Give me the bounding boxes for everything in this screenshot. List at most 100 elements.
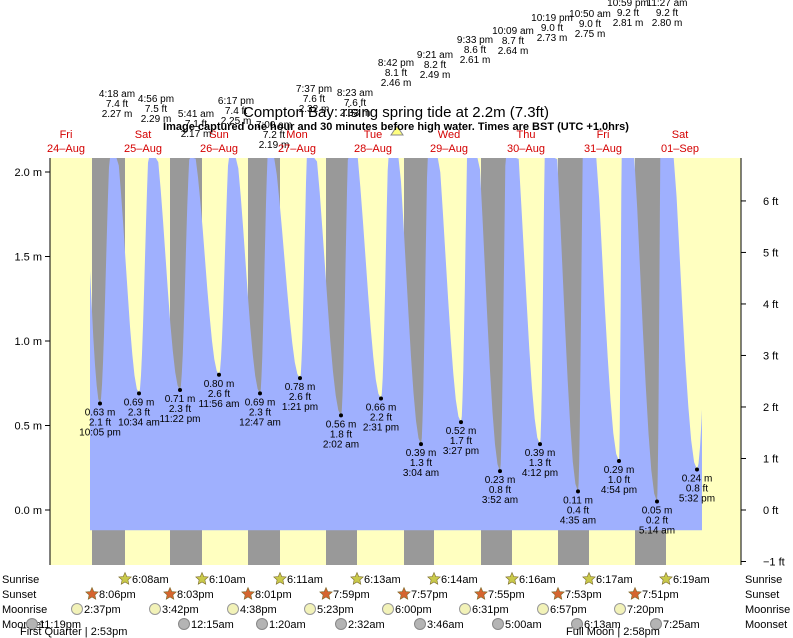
sunrise-icon xyxy=(659,571,673,585)
low-tide-point xyxy=(459,420,463,425)
low-tide-m: 0.24 m xyxy=(682,473,713,484)
moonset-time: 5:00am xyxy=(505,619,542,631)
low-tide-ft: 2.3 ft xyxy=(128,407,150,418)
low-tide-point xyxy=(298,376,302,381)
moonset-icon xyxy=(335,618,347,630)
moonrise-icon xyxy=(614,603,626,615)
low-tide-point xyxy=(617,458,621,463)
low-tide-m: 0.11 m xyxy=(563,495,593,506)
row-label-right: Sunrise xyxy=(745,574,782,586)
sunset-time: 7:53pm xyxy=(565,589,602,601)
sunrise-icon xyxy=(350,571,364,585)
low-tide-m: 0.69 m xyxy=(124,397,155,408)
sunrise-icon xyxy=(195,571,209,585)
low-tide-ft: 0.2 ft xyxy=(646,516,668,527)
moonrise-icon xyxy=(537,603,549,615)
low-tide-time: 3:04 am xyxy=(403,468,439,479)
high-tide-m: 2.46 m xyxy=(381,78,412,89)
right-tick-label: 5 ft xyxy=(763,247,778,259)
day-label-date: 30–Aug xyxy=(507,143,545,155)
right-tick-label: 0 ft xyxy=(763,505,778,517)
sunrise-icon xyxy=(118,571,132,585)
day-label-date: 29–Aug xyxy=(430,143,468,155)
moonrise-time: 4:38pm xyxy=(240,604,277,616)
high-tide-time: 10:59 pm xyxy=(607,0,649,9)
moonrise-icon xyxy=(149,603,161,615)
row-label-left: Moonrise xyxy=(2,604,47,616)
low-tide-m: 0.23 m xyxy=(485,475,516,486)
high-tide-m: 2.64 m xyxy=(498,46,529,57)
high-tide-time: 10:09 am xyxy=(492,26,534,37)
low-tide-ft: 1.8 ft xyxy=(330,429,352,440)
high-tide-m: 2.25 m xyxy=(221,116,252,127)
row-label-right: Moonset xyxy=(745,619,787,631)
low-tide-point xyxy=(576,489,580,494)
moonrise-icon xyxy=(227,603,239,615)
low-tide-point xyxy=(695,467,699,472)
moonset-time: 1:20am xyxy=(269,619,306,631)
day-label-dow: Sat xyxy=(672,129,689,141)
high-tide-ft: 7.6 ft xyxy=(344,98,366,109)
low-tide-point xyxy=(538,442,542,447)
low-tide-m: 0.63 m xyxy=(85,408,116,419)
high-tide-time: 11:27 am xyxy=(647,0,688,9)
day-label-dow: Wed xyxy=(438,129,460,141)
high-tide-m: 2.73 m xyxy=(537,33,568,44)
sunset-time: 8:06pm xyxy=(99,589,136,601)
high-tide-ft: 8.6 ft xyxy=(464,45,486,56)
high-tide-labels: 4:18 am7.4 ft2.27 m4:56 pm7.5 ft2.29 m 5:… xyxy=(99,0,688,151)
low-tide-point xyxy=(98,401,102,406)
right-tick-label: 2 ft xyxy=(763,402,778,414)
low-tide-time: 2:02 am xyxy=(323,439,359,450)
high-tide-ft: 9.2 ft xyxy=(656,8,678,19)
sunset-icon xyxy=(85,586,99,600)
sunrise-time: 6:14am xyxy=(441,574,478,586)
sunset-icon xyxy=(628,586,642,600)
high-tide-time: 5:41 am xyxy=(178,109,214,120)
day-label-dow: Sun xyxy=(209,129,229,141)
sunrise-time: 6:10am xyxy=(209,574,246,586)
sunrise-icon xyxy=(273,571,287,585)
high-tide-ft: 7.4 ft xyxy=(225,106,247,117)
sunrise-icon xyxy=(582,571,596,585)
sunrise-time: 6:19am xyxy=(673,574,710,586)
high-tide-time: 10:50 am xyxy=(569,9,611,20)
sunrise-time: 6:11am xyxy=(287,574,323,586)
high-tide-time: 4:18 am xyxy=(99,89,135,100)
low-tide-ft: 0.8 ft xyxy=(489,485,511,496)
low-tide-m: 0.66 m xyxy=(366,402,397,413)
moonrise-icon xyxy=(382,603,394,615)
moonrise-time: 6:00pm xyxy=(395,604,432,616)
moonrise-time: 7:20pm xyxy=(627,604,664,616)
low-tide-ft: 0.8 ft xyxy=(686,483,708,494)
low-tide-point xyxy=(498,469,502,474)
low-tide-point xyxy=(258,391,262,396)
low-tide-ft: 2.6 ft xyxy=(208,389,230,400)
day-label-dow: Fri xyxy=(60,129,73,141)
sunrise-time: 6:13am xyxy=(364,574,401,586)
low-tide-point xyxy=(379,396,383,401)
low-tide-m: 0.71 m xyxy=(165,394,196,405)
low-tide-time: 3:52 am xyxy=(482,495,518,506)
high-tide-time: 8:23 am xyxy=(337,88,373,99)
low-tide-m: 0.78 m xyxy=(285,382,316,393)
moonset-icon xyxy=(26,618,38,630)
high-tide-m: 2.49 m xyxy=(420,70,451,81)
high-tide-time: 7:37 pm xyxy=(296,84,332,95)
sunrise-time: 6:17am xyxy=(596,574,633,586)
low-tide-time: 5:32 pm xyxy=(679,493,715,504)
right-tick-label: 1 ft xyxy=(763,453,778,465)
moonset-icon xyxy=(178,618,190,630)
low-tide-point xyxy=(655,499,659,504)
low-tide-ft: 2.1 ft xyxy=(89,418,111,429)
low-tide-point xyxy=(178,388,182,393)
tide-curve xyxy=(90,158,702,531)
moon-phase-first-quarter: First Quarter | 2:53pm xyxy=(20,626,127,638)
moonset-icon xyxy=(571,618,583,630)
moonset-time: 2:32am xyxy=(348,619,385,631)
low-tide-point xyxy=(339,413,343,418)
left-tick-label: 0.5 m xyxy=(14,421,42,433)
left-tick-label: 0.0 m xyxy=(14,505,42,517)
low-tide-time: 11:56 am xyxy=(199,399,240,410)
moonrise-time: 6:57pm xyxy=(550,604,587,616)
